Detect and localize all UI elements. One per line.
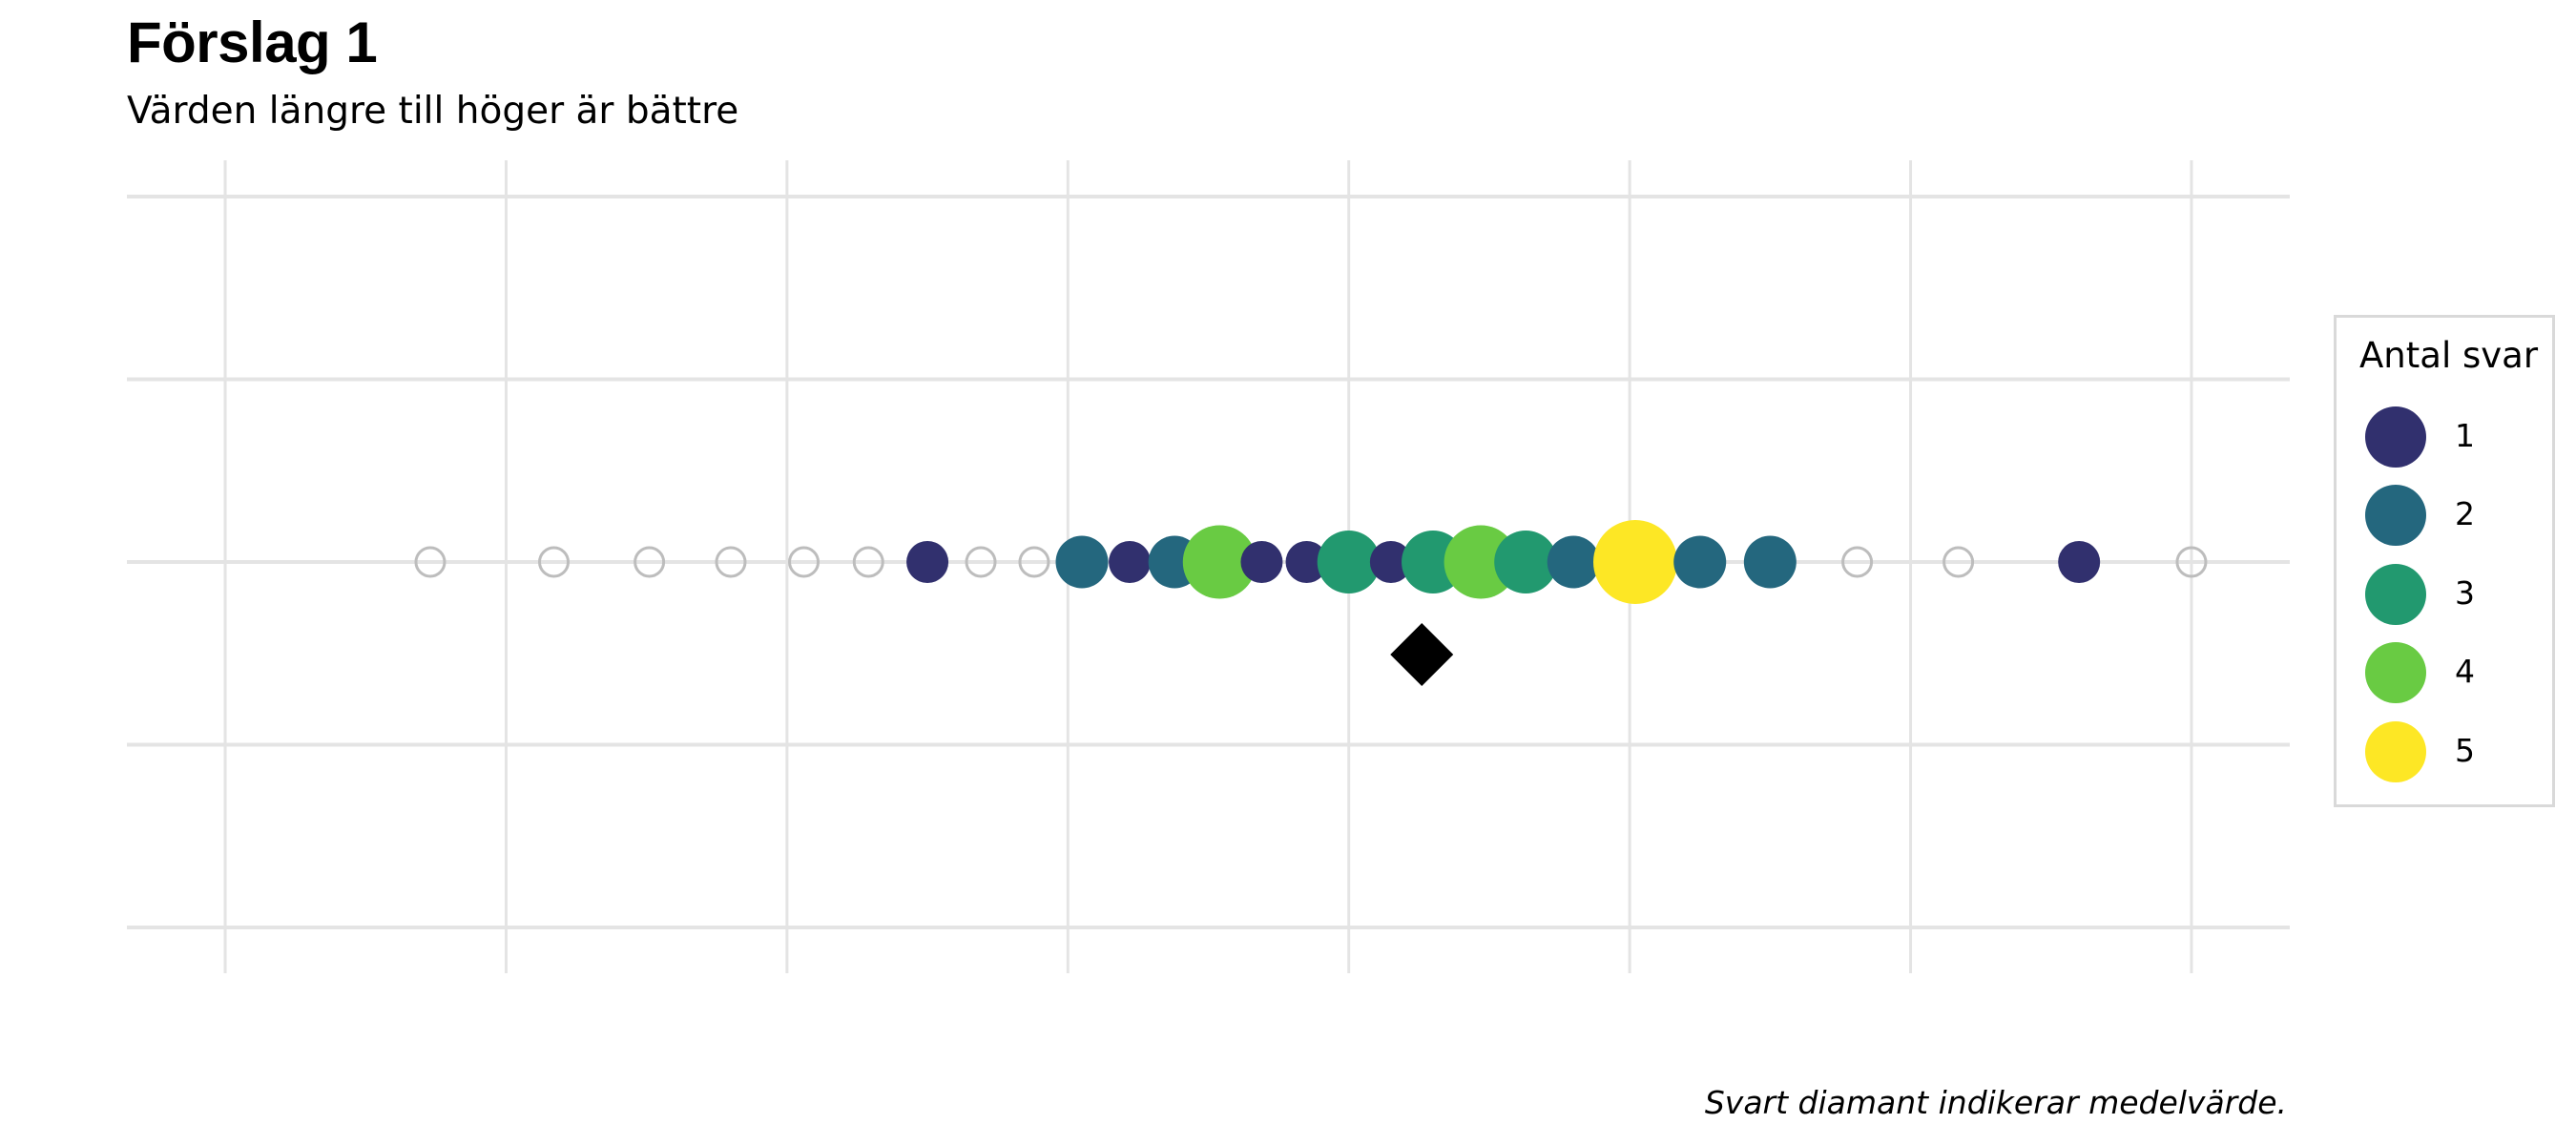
empty-point	[715, 546, 747, 578]
data-point	[1240, 541, 1283, 583]
data-point	[1317, 531, 1381, 593]
legend-item-3: 3	[2365, 561, 2537, 628]
chart-subtitle: Värden längre till höger är bättre	[127, 90, 739, 133]
legend-label-4: 4	[2455, 653, 2475, 690]
legend-label-5: 5	[2455, 732, 2475, 769]
chart-caption: Svart diamant indikerar medelvärde.	[1704, 1084, 2287, 1121]
empty-point	[788, 546, 821, 578]
mean-marker-group	[1390, 623, 1454, 686]
chart-title: Förslag 1	[127, 10, 378, 74]
empty-point	[1841, 546, 1874, 578]
legend-item-2: 2	[2365, 482, 2537, 549]
empty-point	[538, 546, 571, 578]
data-point	[1182, 525, 1257, 599]
legend-swatch-5	[2365, 721, 2426, 782]
data-point	[1547, 535, 1600, 589]
empty-point	[1018, 546, 1050, 578]
data-point	[1593, 520, 1678, 604]
legend-item-5: 5	[2365, 718, 2537, 785]
empty-point	[634, 546, 666, 578]
empty-points	[414, 546, 2208, 578]
empty-point	[1942, 546, 1975, 578]
data-point	[906, 541, 949, 583]
empty-point	[965, 546, 997, 578]
data-point	[1369, 541, 1412, 583]
legend-label-3: 3	[2455, 574, 2475, 612]
mean-diamond	[1390, 623, 1454, 686]
legend-item-1: 1	[2365, 404, 2537, 470]
data-point	[1055, 535, 1109, 589]
empty-point	[852, 546, 884, 578]
legend-swatch-3	[2365, 564, 2426, 625]
legend-swatch-2	[2365, 485, 2426, 546]
data-point	[1109, 541, 1152, 583]
legend: Antal svar 1 2 3 4 5	[2334, 315, 2555, 807]
empty-point	[2175, 546, 2208, 578]
filled-points	[906, 520, 2101, 604]
legend-label-1: 1	[2455, 417, 2475, 454]
data-point	[1743, 535, 1797, 589]
empty-point	[414, 546, 447, 578]
data-point	[1673, 535, 1727, 589]
legend-label-2: 2	[2455, 495, 2475, 532]
data-point	[1494, 531, 1558, 593]
legend-title: Antal svar	[2359, 335, 2539, 376]
data-point	[1285, 541, 1328, 583]
data-point	[2058, 541, 2101, 583]
legend-swatch-1	[2365, 406, 2426, 468]
data-point	[1444, 525, 1518, 599]
legend-swatch-4	[2365, 642, 2426, 703]
legend-item-4: 4	[2365, 639, 2537, 706]
